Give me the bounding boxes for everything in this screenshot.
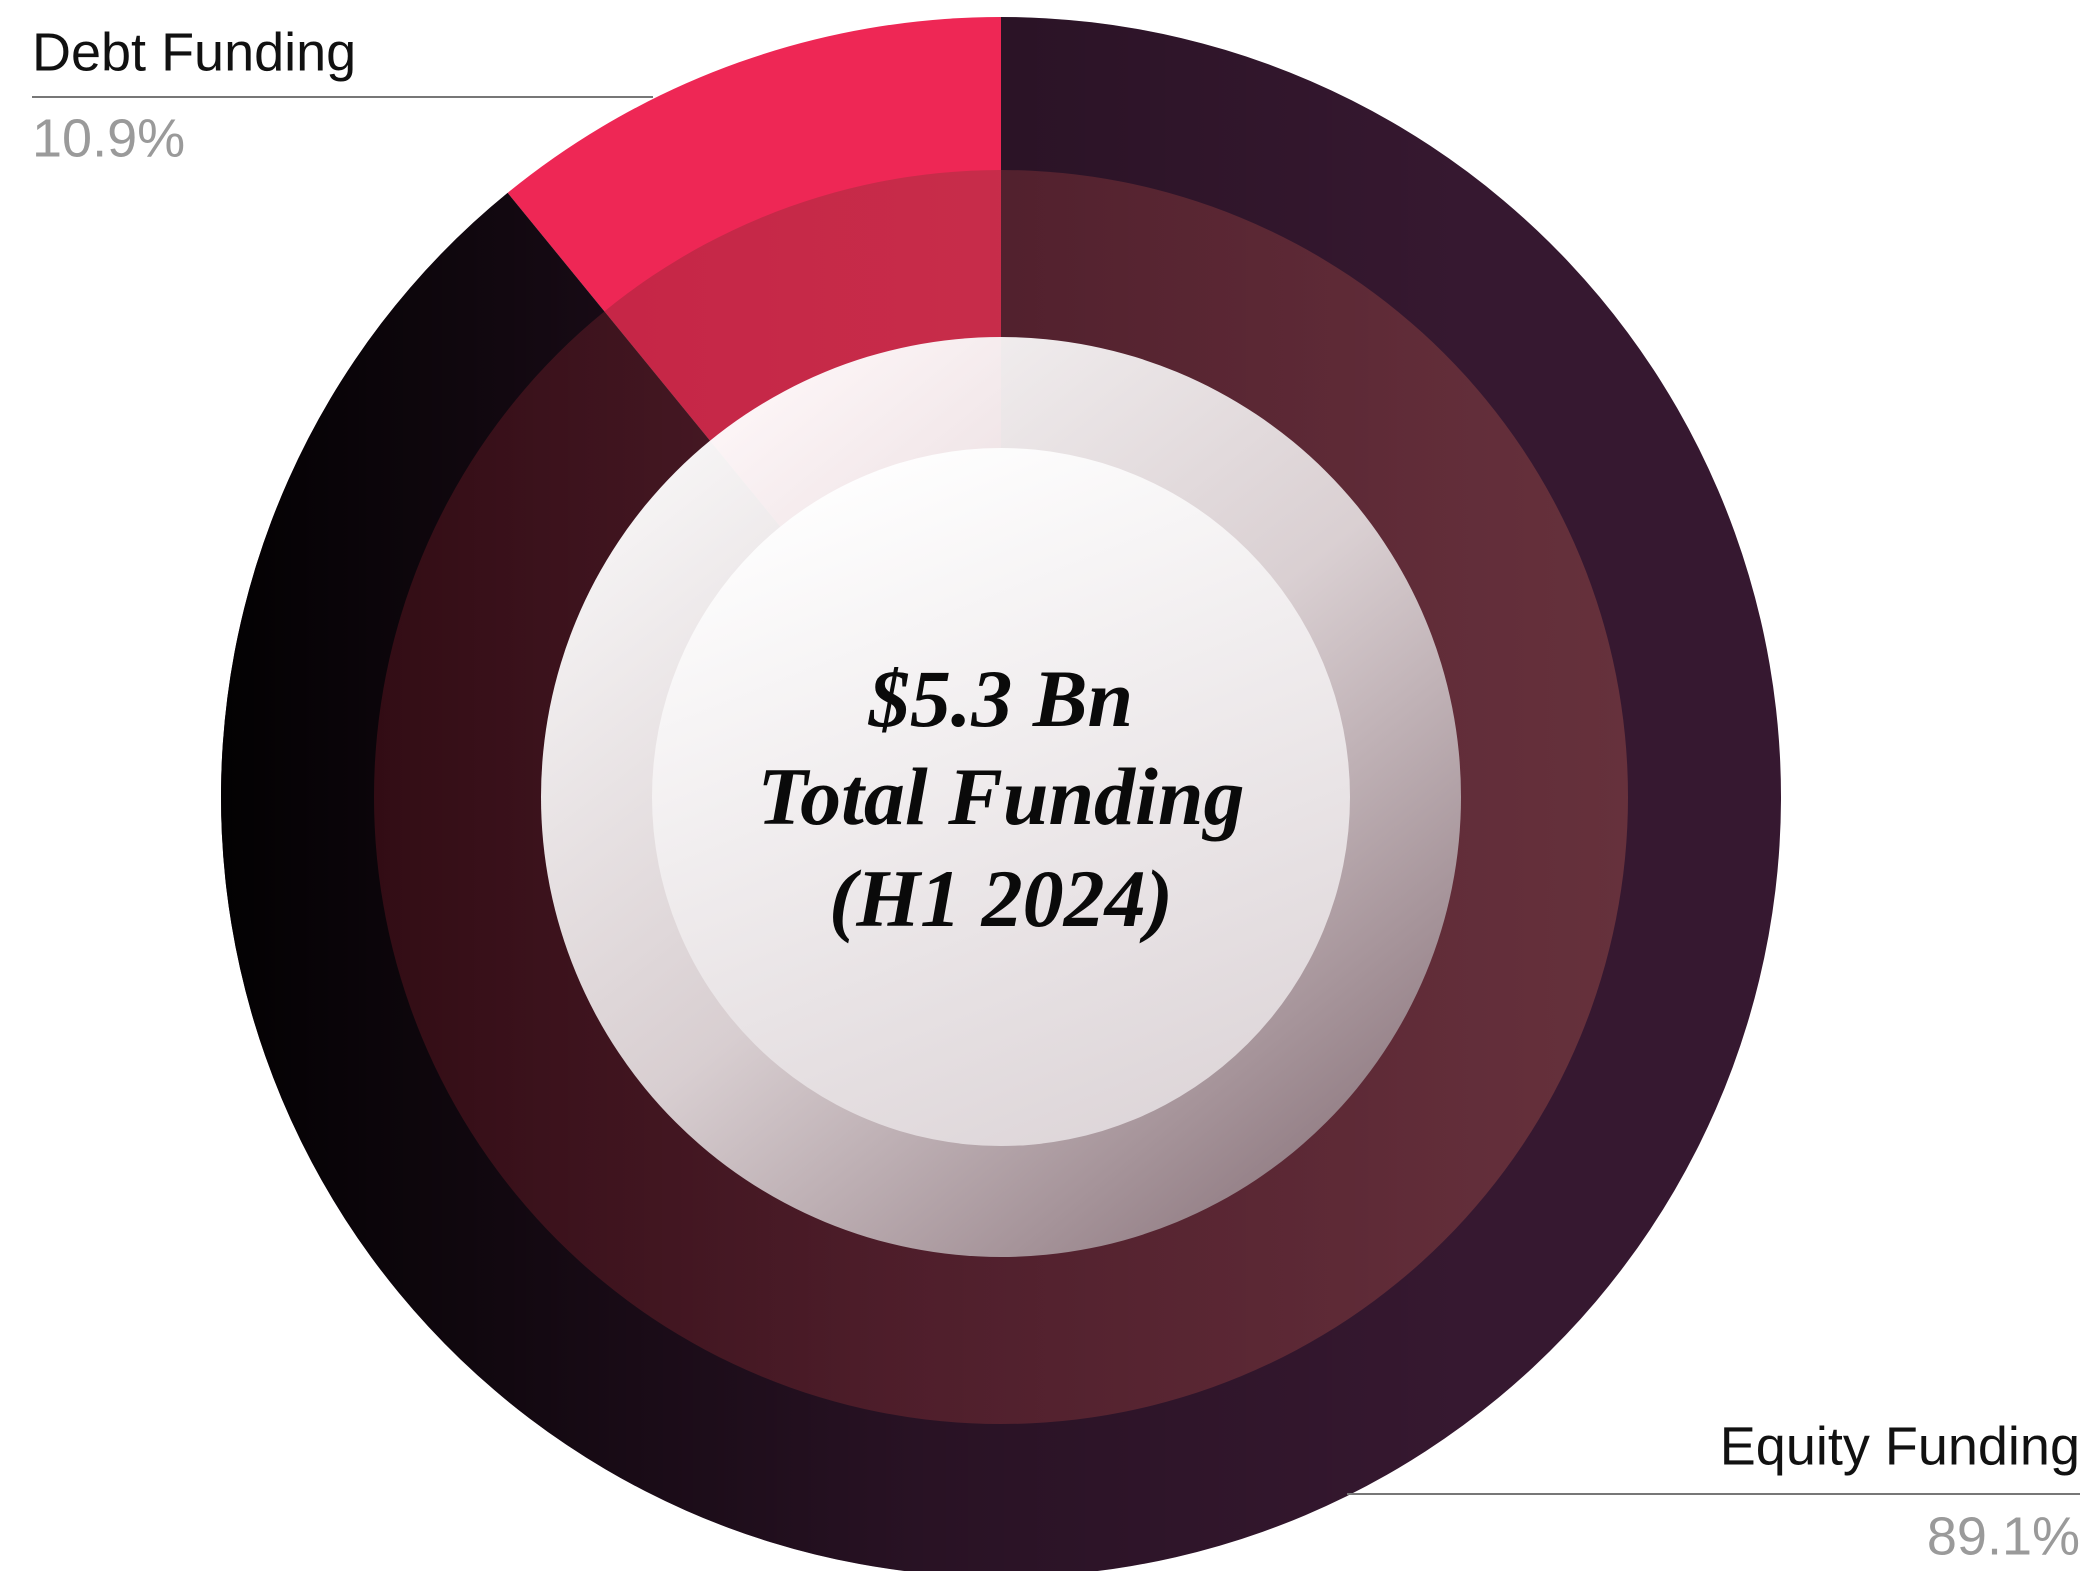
center-text: Total Funding (758, 751, 1245, 842)
value-label: 89.1% (1927, 1506, 2080, 1566)
value-label: 10.9% (32, 108, 185, 168)
overlay (374, 170, 1628, 1424)
core (652, 448, 1350, 1146)
center-text: (H1 2024) (829, 853, 1173, 944)
slice-label: Equity Funding (1720, 1416, 2080, 1476)
center-text: $5.3 Bn (868, 653, 1133, 744)
slice-label: Debt Funding (32, 22, 356, 82)
